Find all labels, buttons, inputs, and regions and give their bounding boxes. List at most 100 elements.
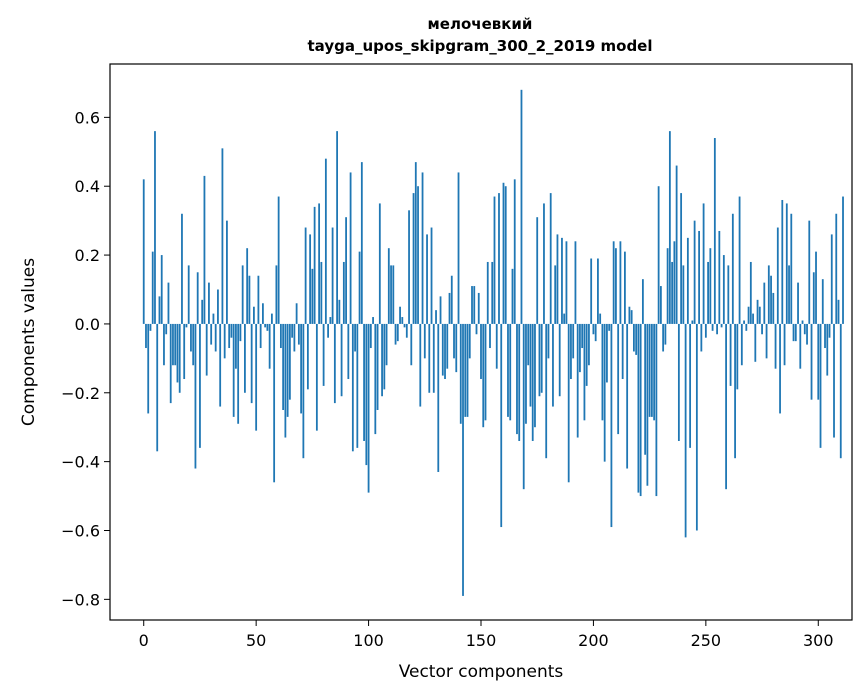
bar xyxy=(403,323,406,328)
bar xyxy=(201,299,204,324)
bar xyxy=(743,320,745,324)
bar xyxy=(163,323,165,366)
bar xyxy=(471,286,473,324)
bar xyxy=(513,179,516,324)
bar xyxy=(369,323,372,349)
bar xyxy=(448,292,451,324)
bar xyxy=(819,323,822,448)
bar xyxy=(718,230,721,324)
bar xyxy=(365,323,368,466)
bar xyxy=(160,255,163,324)
bar xyxy=(253,306,255,324)
bar xyxy=(367,323,370,493)
bar xyxy=(282,323,285,410)
bar xyxy=(704,323,707,338)
bar xyxy=(192,323,195,366)
bar xyxy=(585,323,588,386)
bar xyxy=(172,323,174,366)
bar xyxy=(812,272,815,324)
bar xyxy=(327,323,329,338)
bar xyxy=(734,323,736,459)
bar xyxy=(527,323,530,366)
bar xyxy=(675,165,678,324)
bar xyxy=(205,323,208,376)
bar xyxy=(738,196,741,324)
bar xyxy=(747,306,750,324)
bar xyxy=(700,323,703,352)
bar xyxy=(257,275,260,324)
bar xyxy=(729,323,732,386)
bar xyxy=(462,323,464,596)
bar xyxy=(374,323,377,435)
bar xyxy=(372,317,374,324)
bar xyxy=(250,323,253,404)
bar xyxy=(266,323,269,331)
bar xyxy=(228,323,231,349)
bar xyxy=(493,196,496,324)
bar xyxy=(689,323,692,448)
bar xyxy=(558,323,561,397)
bar xyxy=(713,138,716,324)
bar xyxy=(246,248,249,324)
bar xyxy=(439,296,442,324)
bar xyxy=(401,317,404,324)
bar xyxy=(336,131,338,324)
bar xyxy=(518,323,521,441)
bar xyxy=(302,323,305,459)
bar xyxy=(830,234,833,324)
bar xyxy=(720,323,723,328)
y-axis-ticks: −0.8 −0.6 −0.4 −0.2 0.0 0.2 0.4 0.6 xyxy=(61,108,110,609)
bar xyxy=(817,323,820,400)
bar xyxy=(264,323,267,328)
y-tick-label: 0.4 xyxy=(75,177,100,196)
bar xyxy=(752,313,754,324)
bar xyxy=(437,323,440,472)
bar xyxy=(581,323,584,349)
bar xyxy=(320,261,323,324)
bar xyxy=(677,323,680,441)
bar xyxy=(324,158,327,324)
bar xyxy=(612,241,615,324)
bar xyxy=(693,220,696,324)
bar xyxy=(725,323,727,490)
bar xyxy=(154,131,156,324)
bar xyxy=(664,323,667,345)
bar xyxy=(610,323,613,528)
bar xyxy=(774,323,777,369)
bar xyxy=(655,323,658,497)
bar xyxy=(579,323,581,373)
bar xyxy=(176,323,179,383)
bar xyxy=(158,296,161,324)
bar xyxy=(624,251,626,324)
bar xyxy=(567,323,570,483)
bar xyxy=(639,323,642,497)
x-axis-label: Vector components xyxy=(399,662,564,682)
bar xyxy=(749,261,752,324)
bar xyxy=(561,237,563,324)
bar xyxy=(788,265,790,324)
bar xyxy=(808,220,811,324)
bar xyxy=(329,317,332,324)
bar xyxy=(277,196,280,324)
bar xyxy=(450,275,453,324)
bar xyxy=(754,323,757,362)
bar xyxy=(785,203,788,324)
bar xyxy=(574,241,577,324)
bar xyxy=(684,323,687,538)
bar xyxy=(457,172,460,324)
chart-title: мелочевкий xyxy=(428,15,533,33)
bar xyxy=(556,234,559,324)
y-tick-label: −0.8 xyxy=(61,590,100,609)
bar xyxy=(297,323,300,345)
bar xyxy=(482,323,485,428)
bar xyxy=(837,299,840,324)
y-tick-label: −0.2 xyxy=(61,384,100,403)
bar xyxy=(779,323,781,414)
bar xyxy=(315,323,318,431)
bar xyxy=(349,172,352,324)
bar xyxy=(383,323,386,390)
bar xyxy=(686,237,689,324)
bar xyxy=(354,323,356,352)
bar xyxy=(776,227,779,324)
bar xyxy=(279,323,282,349)
